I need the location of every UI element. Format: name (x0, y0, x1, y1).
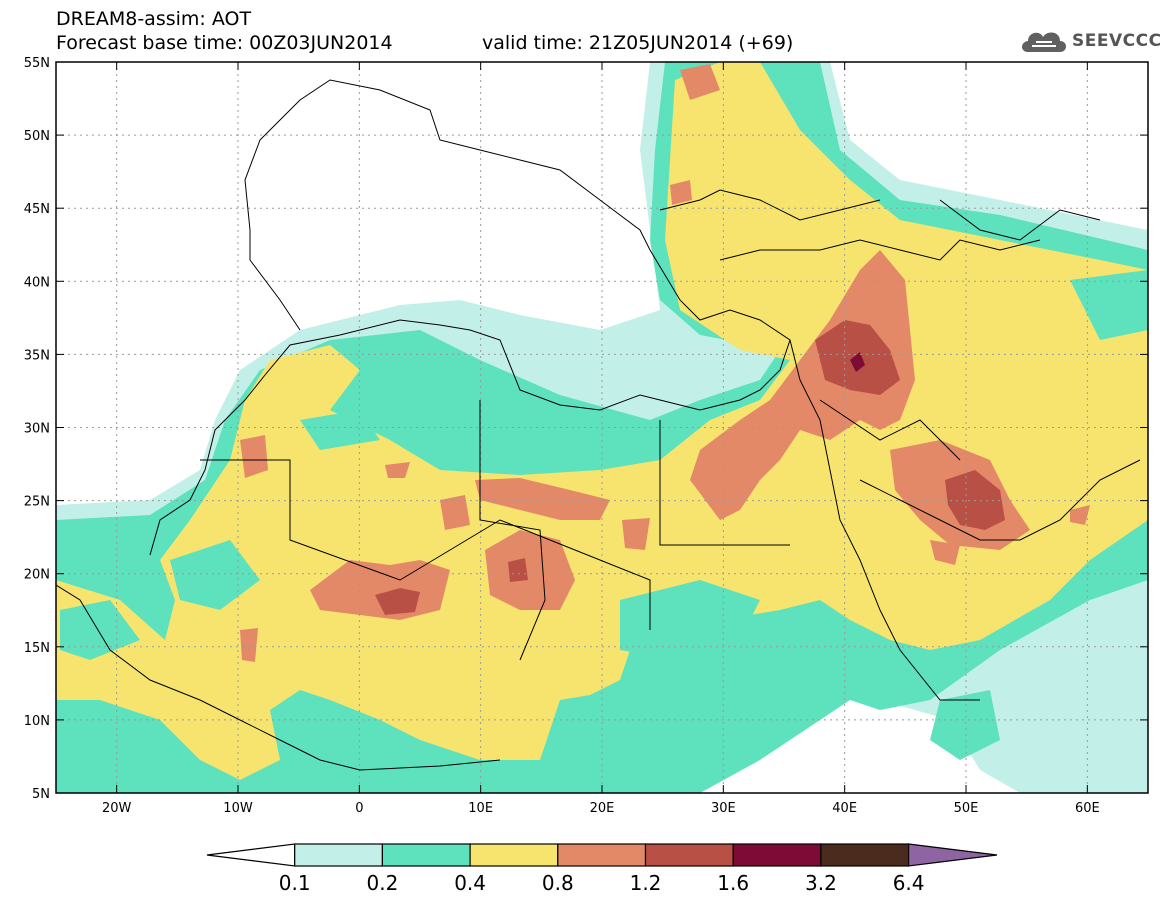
cloud-icon (1022, 32, 1066, 52)
colorbar-min-arrow (206, 843, 296, 867)
lat-tick-label: 25N (24, 495, 50, 510)
lon-tick-label: 0 (355, 801, 363, 816)
lon-tick-label: 40E (832, 801, 857, 816)
lon-tick-label: 30E (711, 801, 736, 816)
colorbar-swatch (381, 843, 471, 867)
aot-band-1-6 (850, 352, 865, 372)
lon-tick-label: 20W (102, 801, 132, 816)
lat-tick-label: 45N (24, 202, 50, 217)
lat-tick-label: 40N (24, 275, 50, 290)
colorbar-swatch (294, 843, 384, 867)
colorbar-label: 1.6 (717, 871, 749, 895)
colorbar-label: 0.4 (454, 871, 486, 895)
lat-tick-label: 15N (24, 641, 50, 656)
graticule (56, 62, 1148, 793)
coastlines (56, 79, 1141, 771)
seevccc-logo: SEEVCCC (1018, 22, 1161, 58)
colorbar-label: 3.2 (805, 871, 837, 895)
lat-tick-label: 20N (24, 568, 50, 583)
colorbar-label: 0.2 (366, 871, 398, 895)
colorbar-label: 6.4 (893, 871, 925, 895)
map-title: DREAM8-assim: AOT (56, 8, 252, 30)
lat-tick-label: 55N (24, 56, 50, 71)
lon-tick-label: 10E (468, 801, 493, 816)
lon-tick-label: 50E (954, 801, 979, 816)
colorbar-label: 1.2 (630, 871, 662, 895)
lat-tick-label: 35N (24, 348, 50, 363)
lon-tick-label: 60E (1075, 801, 1100, 816)
valid-time: valid time: 21Z05JUN2014 (+69) (482, 32, 794, 54)
lat-tick-label: 10N (24, 714, 50, 729)
colorbar-swatch (557, 843, 647, 867)
lon-tick-label: 10W (223, 801, 253, 816)
lon-tick-label: 20E (590, 801, 615, 816)
colorbar-max-arrow (907, 843, 998, 867)
lat-tick-label: 5N (32, 787, 50, 802)
colorbar-swatch (820, 843, 910, 867)
forecast-base-time: Forecast base time: 00Z03JUN2014 (56, 32, 393, 54)
longitude-ticks: 20W 10W 0 10E 20E 30E 40E 50E 60E (102, 62, 1100, 816)
colorbar-swatch (732, 843, 822, 867)
colorbar: 0.1 0.2 0.4 0.8 1.2 1.6 3.2 6.4 (206, 843, 998, 895)
colorbar-swatch (644, 843, 734, 867)
colorbar-label: 0.8 (542, 871, 574, 895)
colorbar-swatch (469, 843, 559, 867)
latitude-ticks: 5N 10N 15N 20N 25N 30N 35N 40N 45N 50N 55N (24, 56, 1148, 802)
colorbar-label: 0.1 (279, 871, 311, 895)
logo-text: SEEVCCC (1072, 31, 1162, 51)
lat-tick-label: 50N (24, 129, 50, 144)
lat-tick-label: 30N (24, 422, 50, 437)
